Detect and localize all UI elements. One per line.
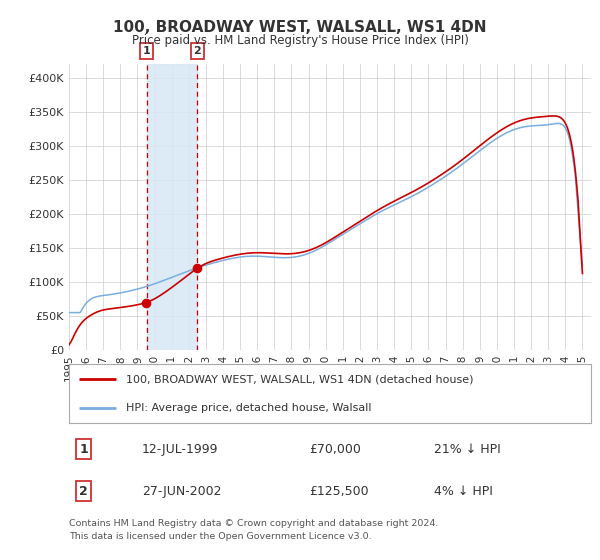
Text: 21% ↓ HPI: 21% ↓ HPI	[434, 443, 501, 456]
Text: 100, BROADWAY WEST, WALSALL, WS1 4DN (detached house): 100, BROADWAY WEST, WALSALL, WS1 4DN (de…	[127, 374, 474, 384]
Text: 27-JUN-2002: 27-JUN-2002	[142, 485, 221, 498]
Text: 1: 1	[143, 46, 151, 56]
Text: 2: 2	[79, 485, 88, 498]
Text: 4% ↓ HPI: 4% ↓ HPI	[434, 485, 493, 498]
Text: £125,500: £125,500	[309, 485, 369, 498]
Text: Contains HM Land Registry data © Crown copyright and database right 2024.
This d: Contains HM Land Registry data © Crown c…	[69, 519, 439, 540]
Point	[141, 298, 151, 307]
Text: Price paid vs. HM Land Registry's House Price Index (HPI): Price paid vs. HM Land Registry's House …	[131, 34, 469, 46]
Text: HPI: Average price, detached house, Walsall: HPI: Average price, detached house, Wals…	[127, 403, 372, 413]
Text: £70,000: £70,000	[309, 443, 361, 456]
Text: 100, BROADWAY WEST, WALSALL, WS1 4DN: 100, BROADWAY WEST, WALSALL, WS1 4DN	[113, 20, 487, 35]
Text: 1: 1	[79, 443, 88, 456]
Point	[193, 264, 202, 273]
Text: 12-JUL-1999: 12-JUL-1999	[142, 443, 218, 456]
Bar	[147, 64, 197, 350]
Text: 2: 2	[193, 46, 201, 56]
